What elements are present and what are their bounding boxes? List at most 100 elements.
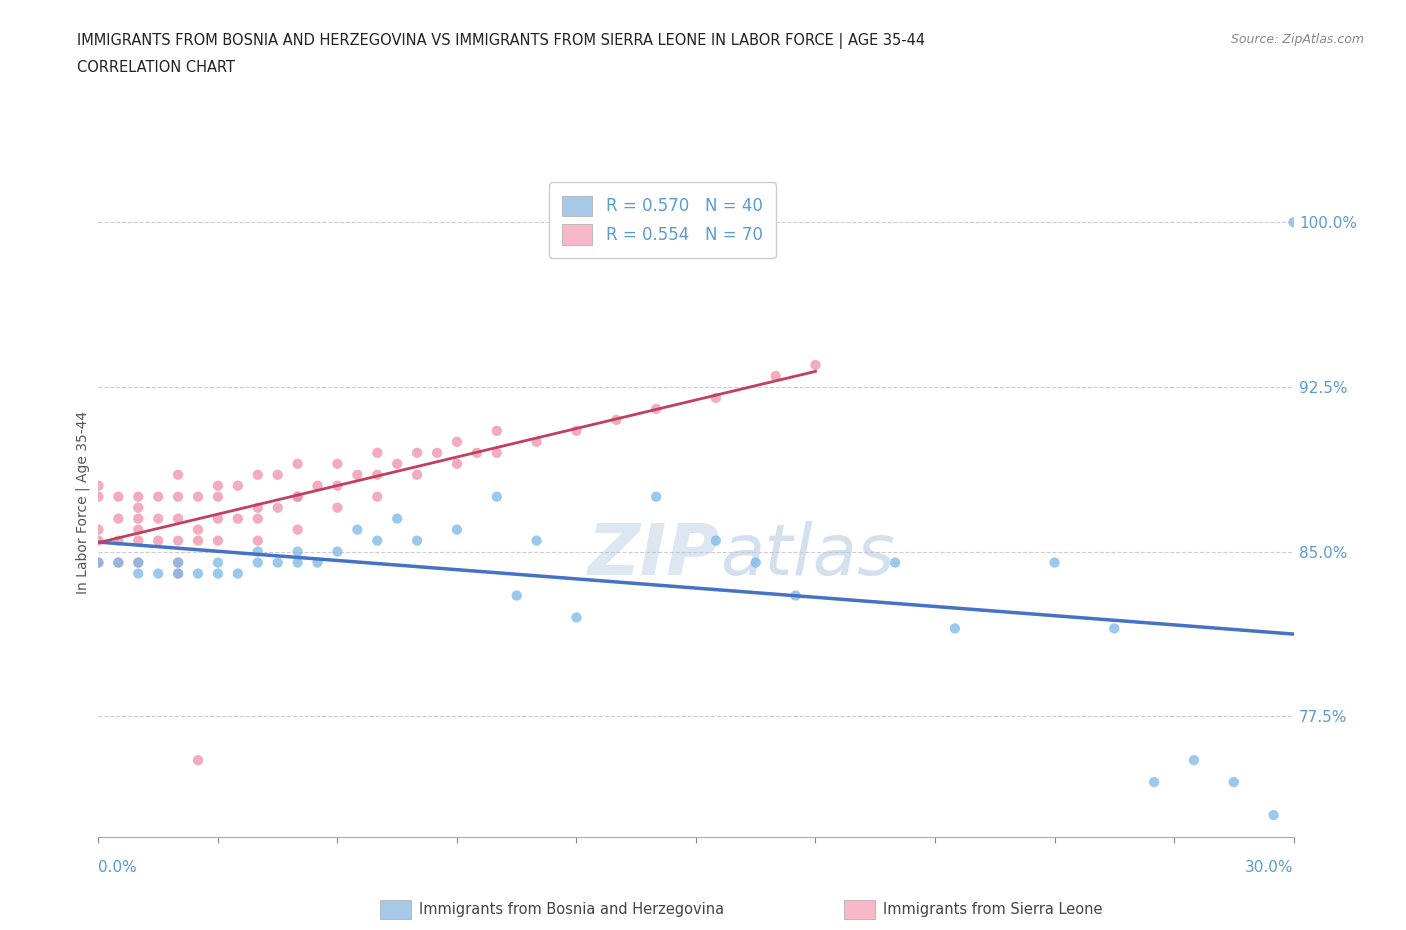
Point (148, 533, 170, 548)
Point (346, 523, 368, 538)
Point (246, 544, 269, 559)
Point (187, 752, 209, 767)
Point (127, 523, 149, 538)
Point (1043, 555, 1066, 570)
Point (127, 512, 149, 526)
Point (187, 566, 209, 581)
Point (167, 489, 190, 504)
Point (1102, 621, 1125, 636)
Point (207, 555, 229, 570)
Point (207, 478, 229, 493)
Y-axis label: In Labor Force | Age 35-44: In Labor Force | Age 35-44 (76, 411, 90, 593)
Point (485, 445, 508, 460)
Point (187, 489, 209, 504)
Point (307, 555, 329, 570)
Point (167, 555, 190, 570)
Point (804, 357, 827, 372)
Point (207, 566, 229, 581)
Point (287, 489, 309, 504)
Point (87, 523, 110, 538)
Point (485, 489, 508, 504)
Point (385, 512, 409, 526)
Point (366, 445, 388, 460)
Text: atlas: atlas (720, 522, 894, 591)
Point (87, 489, 110, 504)
Legend: R = 0.570   N = 40, R = 0.554   N = 70: R = 0.570 N = 40, R = 0.554 N = 70 (548, 182, 776, 259)
Point (226, 566, 249, 581)
Point (704, 533, 727, 548)
Text: 30.0%: 30.0% (1246, 860, 1294, 875)
Point (446, 434, 468, 449)
Point (246, 467, 269, 482)
Text: Source: ZipAtlas.com: Source: ZipAtlas.com (1230, 33, 1364, 46)
Point (226, 478, 249, 493)
Point (446, 457, 468, 472)
Point (526, 434, 548, 449)
Text: IMMIGRANTS FROM BOSNIA AND HERZEGOVINA VS IMMIGRANTS FROM SIERRA LEONE IN LABOR : IMMIGRANTS FROM BOSNIA AND HERZEGOVINA V… (77, 33, 925, 48)
Point (1263, 807, 1285, 822)
Text: CORRELATION CHART: CORRELATION CHART (77, 60, 235, 75)
Point (765, 368, 787, 383)
Point (426, 445, 449, 460)
Point (148, 512, 170, 526)
Point (326, 544, 349, 559)
Point (605, 412, 627, 427)
Point (107, 533, 129, 548)
Text: Immigrants from Bosnia and Herzegovina: Immigrants from Bosnia and Herzegovina (419, 902, 724, 917)
Point (485, 423, 508, 438)
Point (287, 457, 309, 472)
Point (287, 489, 309, 504)
Point (167, 512, 190, 526)
Point (346, 467, 368, 482)
Point (526, 533, 548, 548)
Point (87, 533, 110, 548)
Point (246, 512, 269, 526)
Point (246, 533, 269, 548)
Point (565, 423, 588, 438)
Point (1282, 215, 1305, 230)
Point (326, 478, 349, 493)
Text: ZIP: ZIP (588, 522, 720, 591)
Point (785, 588, 807, 603)
Point (406, 533, 429, 548)
Point (167, 566, 190, 581)
Point (148, 489, 170, 504)
Point (446, 523, 468, 538)
Point (246, 500, 269, 515)
Point (645, 489, 668, 504)
Point (167, 467, 190, 482)
Point (107, 512, 129, 526)
Point (704, 391, 727, 405)
Point (127, 555, 149, 570)
Point (87, 555, 110, 570)
Point (107, 489, 129, 504)
Point (326, 457, 349, 472)
Point (207, 533, 229, 548)
Point (127, 500, 149, 515)
Point (406, 445, 429, 460)
Point (565, 610, 588, 625)
Point (326, 500, 349, 515)
Point (366, 489, 388, 504)
Point (267, 500, 290, 515)
Point (187, 533, 209, 548)
Point (267, 555, 290, 570)
Point (307, 478, 329, 493)
Point (107, 555, 129, 570)
Point (465, 445, 488, 460)
Point (267, 467, 290, 482)
Point (127, 533, 149, 548)
Point (385, 457, 409, 472)
Point (366, 533, 388, 548)
Point (246, 555, 269, 570)
Point (287, 523, 309, 538)
Point (943, 621, 966, 636)
Point (127, 555, 149, 570)
Point (1143, 775, 1166, 790)
Point (87, 478, 110, 493)
Point (287, 555, 309, 570)
Point (127, 566, 149, 581)
Point (167, 566, 190, 581)
Point (107, 555, 129, 570)
Point (406, 467, 429, 482)
